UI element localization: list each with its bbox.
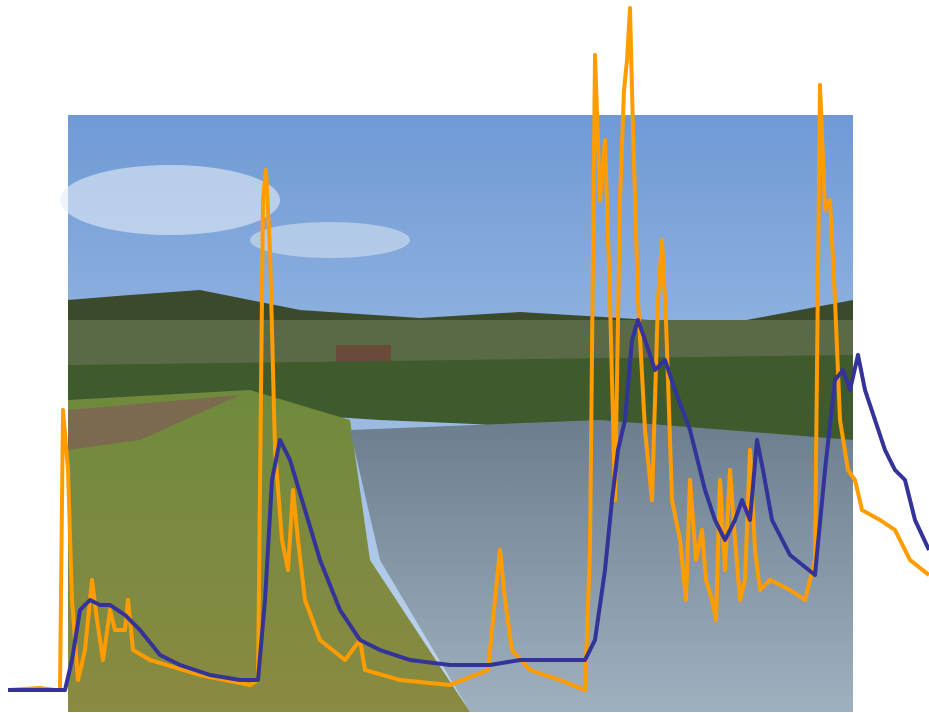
background-photo [60, 115, 853, 712]
series-line [8, 318, 929, 692]
series-line [7, 6, 929, 692]
